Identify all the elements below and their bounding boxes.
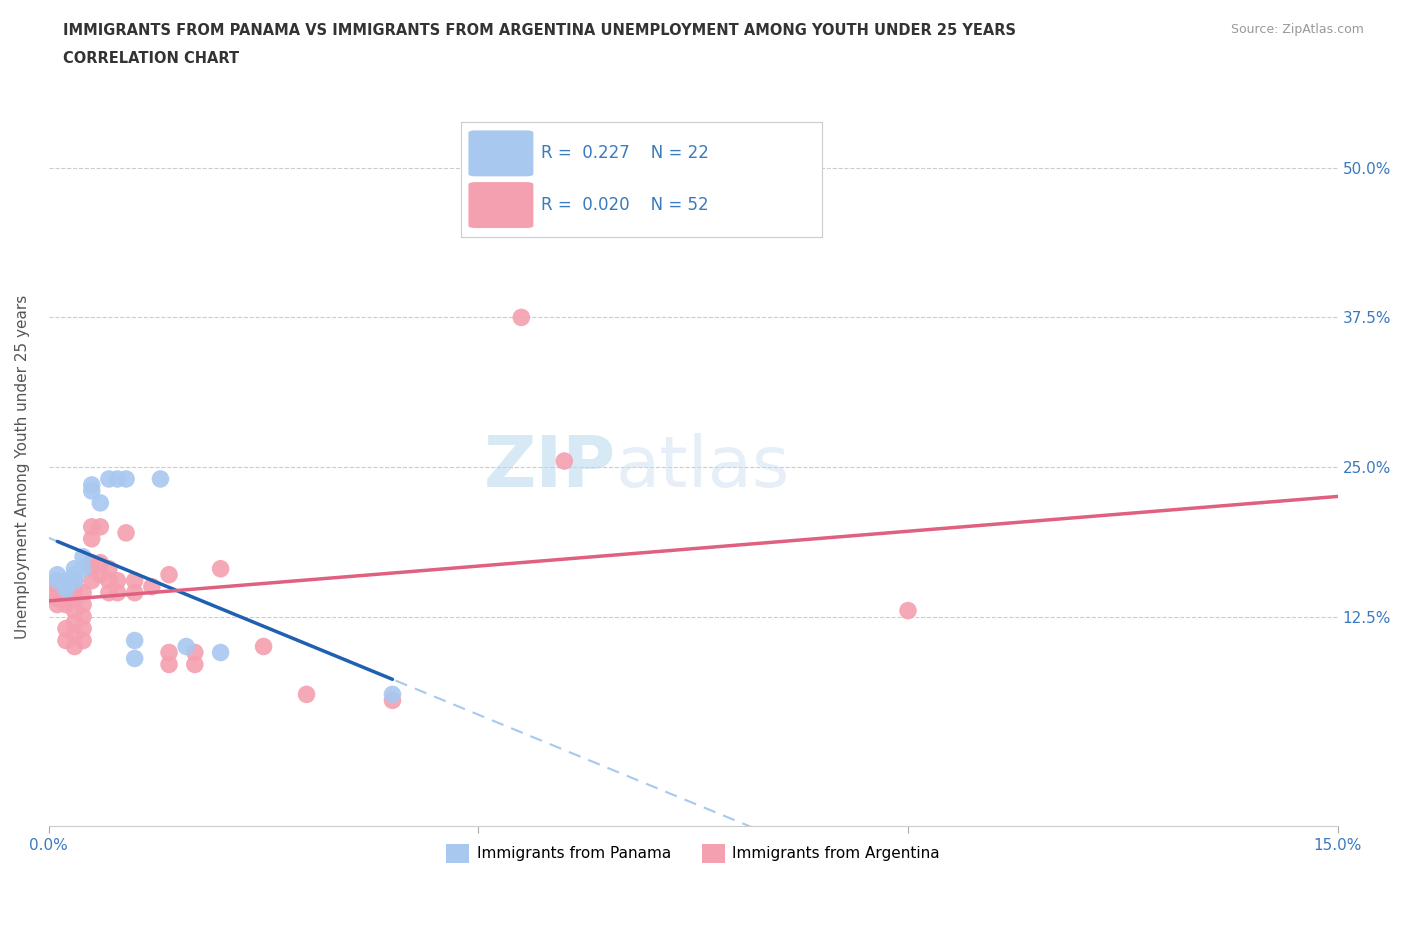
- Point: [209, 562, 232, 577]
- Text: ZIP: ZIP: [484, 432, 616, 501]
- Point: [55, 573, 77, 588]
- Point: [89, 496, 111, 511]
- Point: [897, 604, 920, 618]
- Text: IMMIGRANTS FROM PANAMA VS IMMIGRANTS FROM ARGENTINA UNEMPLOYMENT AMONG YOUTH UND: IMMIGRANTS FROM PANAMA VS IMMIGRANTS FRO…: [63, 23, 1017, 38]
- Point: [115, 525, 138, 540]
- Point: [55, 591, 77, 606]
- Point: [553, 454, 575, 469]
- Y-axis label: Unemployment Among Youth under 25 years: Unemployment Among Youth under 25 years: [15, 295, 30, 639]
- Point: [55, 597, 77, 612]
- Point: [184, 645, 207, 660]
- Point: [107, 472, 129, 486]
- Point: [174, 639, 197, 654]
- Point: [157, 567, 180, 582]
- Point: [72, 550, 94, 565]
- Point: [97, 472, 120, 486]
- Point: [124, 573, 146, 588]
- Point: [63, 627, 86, 642]
- Point: [80, 573, 103, 588]
- Point: [510, 310, 533, 325]
- Point: [72, 562, 94, 577]
- Point: [209, 645, 232, 660]
- Point: [72, 597, 94, 612]
- Legend: Immigrants from Panama, Immigrants from Argentina: Immigrants from Panama, Immigrants from …: [440, 838, 946, 869]
- Text: CORRELATION CHART: CORRELATION CHART: [63, 51, 239, 66]
- Point: [107, 573, 129, 588]
- Text: Source: ZipAtlas.com: Source: ZipAtlas.com: [1230, 23, 1364, 36]
- Point: [46, 573, 69, 588]
- Point: [72, 621, 94, 636]
- Point: [63, 581, 86, 596]
- Point: [46, 585, 69, 600]
- Point: [72, 633, 94, 648]
- Point: [72, 585, 94, 600]
- Text: atlas: atlas: [616, 432, 790, 501]
- Point: [55, 621, 77, 636]
- Point: [46, 591, 69, 606]
- Point: [55, 633, 77, 648]
- Point: [55, 585, 77, 600]
- Point: [141, 579, 163, 594]
- Point: [46, 579, 69, 594]
- Point: [89, 567, 111, 582]
- Point: [157, 645, 180, 660]
- Point: [124, 633, 146, 648]
- Point: [63, 573, 86, 588]
- Point: [124, 651, 146, 666]
- Point: [80, 531, 103, 546]
- Point: [124, 585, 146, 600]
- Point: [63, 615, 86, 630]
- Point: [72, 609, 94, 624]
- Point: [115, 472, 138, 486]
- Point: [295, 687, 318, 702]
- Point: [107, 585, 129, 600]
- Point: [89, 519, 111, 534]
- Point: [63, 562, 86, 577]
- Point: [55, 579, 77, 594]
- Point: [63, 591, 86, 606]
- Point: [149, 472, 172, 486]
- Point: [80, 555, 103, 570]
- Point: [252, 639, 274, 654]
- Point: [184, 657, 207, 671]
- Point: [63, 567, 86, 582]
- Point: [63, 604, 86, 618]
- Point: [381, 693, 404, 708]
- Point: [55, 579, 77, 594]
- Point: [55, 581, 77, 596]
- Point: [80, 477, 103, 492]
- Point: [80, 519, 103, 534]
- Point: [89, 555, 111, 570]
- Point: [157, 657, 180, 671]
- Point: [97, 562, 120, 577]
- Point: [97, 585, 120, 600]
- Point: [46, 567, 69, 582]
- Point: [63, 573, 86, 588]
- Point: [46, 573, 69, 588]
- Point: [80, 484, 103, 498]
- Point: [46, 597, 69, 612]
- Point: [80, 562, 103, 577]
- Point: [63, 639, 86, 654]
- Point: [97, 573, 120, 588]
- Point: [381, 687, 404, 702]
